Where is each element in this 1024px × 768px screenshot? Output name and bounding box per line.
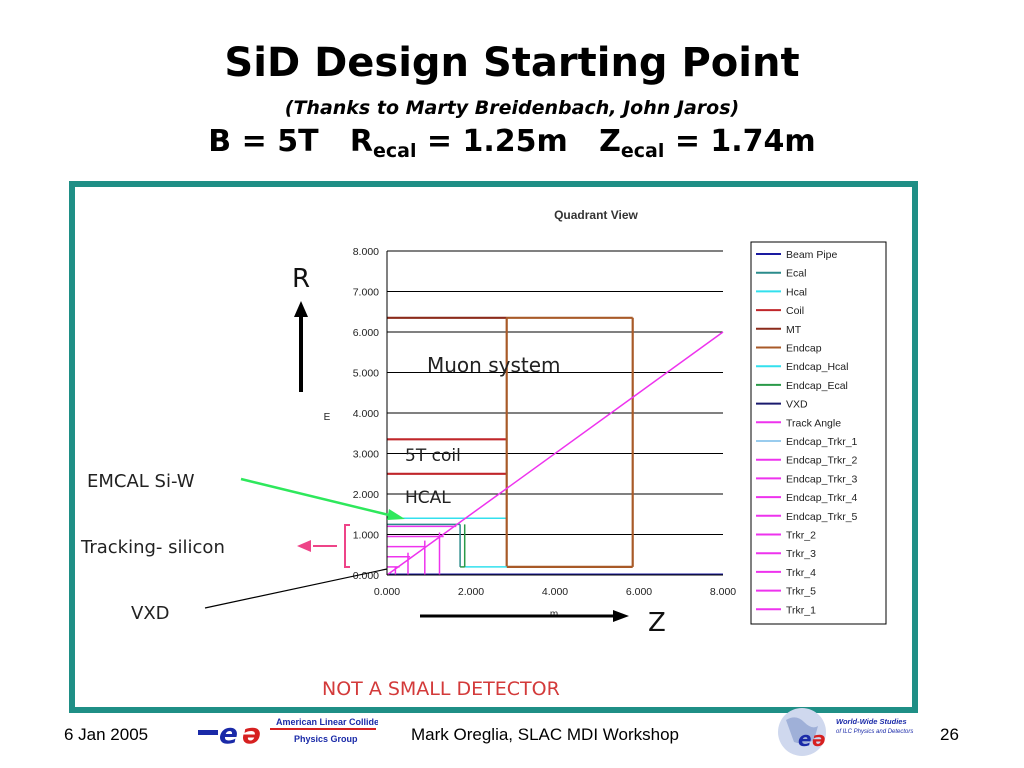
y-tick-label: 6.000 — [353, 327, 379, 339]
z-ecal-value: = 1.74m — [664, 124, 816, 159]
z-axis-arrow — [420, 610, 629, 622]
footer-page-number: 26 — [940, 725, 959, 744]
legend-entry-endcap-hcal: Endcap_Hcal — [786, 361, 848, 373]
x-tick-label: 0.000 — [374, 586, 400, 598]
emcal-label: EMCAL Si-W — [87, 471, 195, 492]
r-axis-arrow — [294, 301, 308, 392]
r-axis-label: R — [292, 264, 310, 294]
hcal-label: HCAL — [405, 488, 451, 508]
r-ecal-value: = 1.25m — [416, 124, 568, 159]
y-tick-label: 4.000 — [353, 408, 379, 420]
legend-entry-endcap: Endcap — [786, 343, 822, 355]
alcpg-logo: e ә American Linear Collider Physics Gro… — [198, 717, 378, 749]
vxd-pointer — [204, 568, 388, 609]
muon-system-label: Muon system — [427, 353, 561, 377]
x-tick-label: 6.000 — [626, 586, 652, 598]
r-ecal-subscript: ecal — [372, 140, 417, 162]
r-ecal-symbol: R — [349, 124, 373, 159]
svg-text:ә: ә — [812, 727, 826, 751]
svg-text:e: e — [219, 717, 238, 749]
slide-subtitle: (Thanks to Marty Breidenbach, John Jaros… — [284, 97, 740, 119]
legend-entry-coil: Coil — [786, 305, 804, 317]
footer-date: 6 Jan 2005 — [64, 725, 149, 744]
y-tick-labels: 0.000 1.000 2.000 3.000 4.000 5.000 6.000 7.000… — [353, 246, 379, 582]
y-tick-label: 7.000 — [353, 287, 379, 299]
alcpg-logo-line1: American Linear Collider — [276, 717, 378, 727]
y-tick-label: 2.000 — [353, 489, 379, 501]
y-tick-label: 1.000 — [353, 530, 379, 542]
alcpg-logo-line2: Physics Group — [294, 734, 358, 744]
svg-text:e: e — [798, 727, 812, 751]
legend-entry-trkr-2: Trkr_2 — [786, 530, 816, 542]
z-ecal-subscript: ecal — [620, 140, 665, 162]
chart-series — [386, 316, 724, 576]
legend-entry-endcap-trkr-1: Endcap_Trkr_1 — [786, 436, 858, 448]
x-tick-labels: 0.000 2.000 4.000 6.000 8.000 — [374, 586, 736, 598]
tracking-silicon-label: Tracking- silicon — [80, 537, 225, 558]
legend-entry-trkr-5: Trkr_5 — [786, 586, 816, 598]
legend-entry-hcal: Hcal — [786, 286, 807, 298]
legend-entry-track-angle: Track Angle — [786, 417, 841, 429]
legend-entry-endcap-trkr-2: Endcap_Trkr_2 — [786, 455, 858, 467]
b-field: B = 5T — [208, 124, 319, 159]
not-small-detector-label: NOT A SMALL DETECTOR — [322, 678, 560, 700]
x-tick-label: 4.000 — [542, 586, 568, 598]
slide-title: SiD Design Starting Point — [224, 40, 800, 86]
coil-label: 5T coil — [405, 446, 461, 466]
footer-center-text: Mark Oreglia, SLAC MDI Workshop — [411, 725, 679, 744]
legend-box — [750, 241, 887, 625]
legend-entry-beam-pipe: Beam Pipe — [786, 249, 838, 261]
quadrant-view-chart: Quadrant View E m 0.0002.0004.0006.0008.… — [80, 208, 887, 700]
y-tick-label: 0.000 — [353, 570, 379, 582]
series-track-angle — [386, 331, 724, 576]
y-axis-label: E — [324, 412, 331, 423]
design-parameters: B = 5T Recal = 1.25m Zecal = 1.74m — [0, 124, 1024, 162]
legend-entry-endcap-trkr-4: Endcap_Trkr_4 — [786, 492, 858, 504]
legend-entry-trkr-3: Trkr_3 — [786, 548, 816, 560]
y-tick-label: 8.000 — [353, 246, 379, 258]
legend-entry-trkr-1: Trkr_1 — [786, 604, 816, 616]
figure-frame: Quadrant View E m 0.0002.0004.0006.0008.… — [69, 181, 918, 713]
z-axis-label: Z — [648, 608, 666, 638]
legend-entry-mt: MT — [786, 324, 802, 336]
y-tick-label: 3.000 — [353, 449, 379, 461]
legend-entry-endcap-trkr-5: Endcap_Trkr_5 — [786, 511, 858, 523]
wwsilc-logo-line2: of ILC Physics and Detectors — [836, 729, 913, 735]
chart-title: Quadrant View — [554, 208, 638, 222]
wwsilc-logo: e ә World-Wide Studies of ILC Physics an… — [778, 708, 913, 756]
x-tick-label: 8.000 — [710, 586, 736, 598]
emcal-arrow — [240, 477, 405, 520]
legend-entry-ecal: Ecal — [786, 268, 806, 280]
y-tick-label: 5.000 — [353, 368, 379, 380]
legend-entry-vxd: VXD — [786, 399, 808, 411]
tracking-arrow — [297, 540, 337, 552]
vxd-label: VXD — [131, 603, 170, 624]
wwsilc-logo-line1: World-Wide Studies — [836, 717, 907, 726]
chart-axes — [386, 251, 723, 576]
chart-legend: Beam Pipe Ecal Hcal Coil MT Endcap Endcap_Hcal… — [750, 241, 887, 625]
legend-entry-trkr-4: Trkr_4 — [786, 567, 816, 579]
svg-text:ә: ә — [242, 717, 261, 749]
legend-entry-endcap-ecal: Endcap_Ecal — [786, 380, 848, 392]
z-ecal-symbol: Z — [599, 124, 621, 159]
x-tick-label: 2.000 — [458, 586, 484, 598]
legend-entry-endcap-trkr-3: Endcap_Trkr_3 — [786, 473, 858, 485]
tracking-bracket — [344, 524, 350, 568]
